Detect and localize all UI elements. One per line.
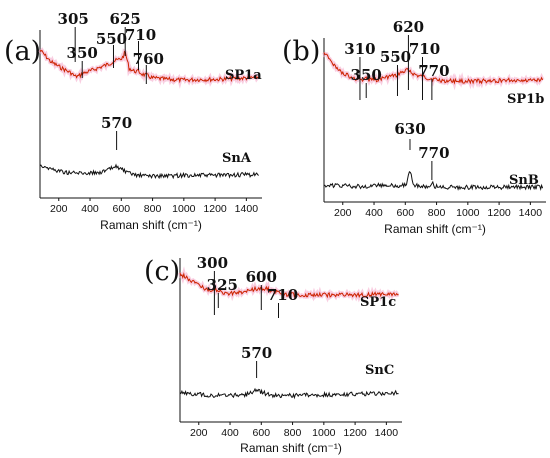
peak-label-620: 620 <box>393 18 424 36</box>
series-line-sp1c <box>179 272 399 299</box>
x-tick-label-1400: 1400 <box>519 207 543 219</box>
series-group-c <box>178 266 400 400</box>
x-tick-label-800: 800 <box>144 203 162 215</box>
x-tick-label-600: 600 <box>397 207 415 219</box>
x-tick-label-400: 400 <box>365 207 383 219</box>
series-label-snc: SnC <box>365 363 394 378</box>
x-tick-label-200: 200 <box>50 203 68 215</box>
series-line-sp1a <box>39 49 259 84</box>
peak-label-570: 570 <box>101 114 132 132</box>
x-tick-label-200: 200 <box>190 427 208 439</box>
peak-label-770: 770 <box>418 62 449 80</box>
peak-label-325: 325 <box>207 276 238 294</box>
peak-label-760: 760 <box>133 50 164 68</box>
series-label-sna: SnA <box>222 151 252 166</box>
series-line-snb <box>323 171 544 191</box>
x-axis-title-a: Raman shift (cm⁻¹) <box>100 218 202 232</box>
x-tick-label-1000: 1000 <box>312 427 336 439</box>
x-axis-title-c: Raman shift (cm⁻¹) <box>240 441 342 455</box>
peak-label-630: 630 <box>394 120 425 138</box>
x-tick-label-400: 400 <box>221 427 239 439</box>
peak-label-600: 600 <box>246 268 277 286</box>
peak-label-550: 550 <box>96 30 127 48</box>
series-label-sp1b: SP1b <box>507 92 544 107</box>
x-tick-label-200: 200 <box>334 207 352 219</box>
x-ticks-c: 200 400 600 800 1000 1200 1400 <box>190 422 398 439</box>
x-tick-label-1400: 1400 <box>235 203 259 215</box>
peak-label-310: 310 <box>344 40 375 58</box>
x-tick-label-1200: 1200 <box>487 207 511 219</box>
peak-label-550: 550 <box>380 48 411 66</box>
peak-label-710: 710 <box>267 286 298 304</box>
x-tick-label-1400: 1400 <box>375 427 399 439</box>
peak-label-570: 570 <box>241 344 272 362</box>
panel-letter-b: (b) <box>282 36 320 67</box>
peak-label-350: 350 <box>67 44 98 62</box>
x-tick-label-600: 600 <box>113 203 131 215</box>
series-label-sp1c: SP1c <box>360 295 396 310</box>
series-label-sp1a: SP1a <box>225 68 262 83</box>
panel-letter-c: (c) <box>144 256 180 287</box>
x-tick-label-1000: 1000 <box>172 203 196 215</box>
peak-label-710: 710 <box>409 40 440 58</box>
x-tick-label-1200: 1200 <box>343 427 367 439</box>
peak-label-350: 350 <box>351 66 382 84</box>
series-group-a <box>38 47 260 180</box>
x-tick-label-400: 400 <box>81 203 99 215</box>
x-tick-label-800: 800 <box>428 207 446 219</box>
peak-label-300: 300 <box>197 254 228 272</box>
series-line-snc <box>179 387 399 400</box>
series-label-snb: SnB <box>509 173 539 188</box>
x-ticks-b: 200 400 600 800 1000 1200 1400 <box>334 202 542 219</box>
x-tick-label-600: 600 <box>253 427 271 439</box>
peak-label-710: 710 <box>125 26 156 44</box>
peak-label-770: 770 <box>418 144 449 162</box>
x-tick-label-800: 800 <box>284 427 302 439</box>
x-tick-label-1000: 1000 <box>456 207 480 219</box>
peak-label-305: 305 <box>58 10 89 28</box>
peak-label-625: 625 <box>110 10 141 28</box>
x-axis-title-b: Raman shift (cm⁻¹) <box>384 222 486 236</box>
panel-letter-a: (a) <box>4 36 41 67</box>
series-line-sna <box>39 163 259 180</box>
x-ticks-a: 200 400 600 800 1000 1200 1400 <box>50 198 258 215</box>
x-tick-label-1200: 1200 <box>203 203 227 215</box>
